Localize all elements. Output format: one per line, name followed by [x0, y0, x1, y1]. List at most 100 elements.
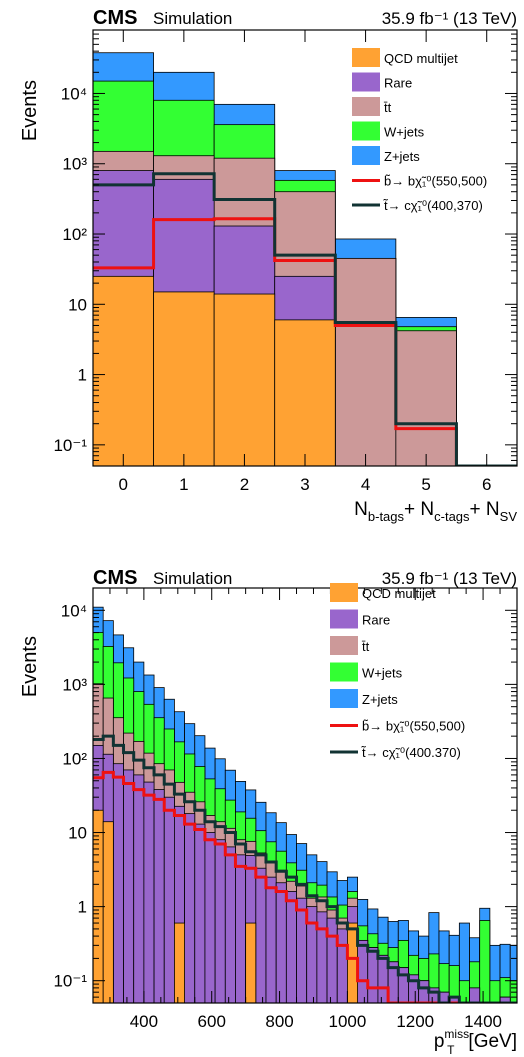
- bar-rare: [194, 823, 206, 1003]
- y-tick-label: 10²: [62, 749, 87, 768]
- bar-qcd: [213, 293, 276, 466]
- legend-label-ttbar: t̄t: [384, 100, 392, 115]
- bar-rare: [255, 867, 267, 1003]
- x-label-subscript: c-tags: [434, 509, 470, 524]
- bar-rare: [428, 987, 440, 1003]
- x-label-subscript: T: [447, 1043, 455, 1057]
- y-tick-label: 1: [78, 366, 87, 385]
- legend: QCD multijet Rare t̄t W+jets Z+jets b̃→ bχ̃₁⁰…: [352, 48, 487, 213]
- x-tick-label: 0: [119, 475, 128, 494]
- x-tick-label: 400: [130, 1012, 158, 1031]
- plot-area: [93, 52, 517, 466]
- bar-rare: [397, 967, 409, 1003]
- bar-rare: [357, 939, 369, 1003]
- chart-panel-2: 10⁻¹ 1 10 10² 10³ 10⁴ 400 600 800 1000 1200 1400 CMS…: [19, 567, 518, 1057]
- legend-label-stop: t̃→ cχ̃₁⁰(400.370): [361, 745, 461, 760]
- legend-swatch-zjets: [330, 689, 358, 708]
- x-label-main: p: [434, 1031, 445, 1052]
- x-label-subscript: b-tags: [368, 509, 405, 524]
- y-tick-label: 10⁻¹: [53, 972, 87, 991]
- bar-rare: [235, 854, 247, 1003]
- bar-qcd: [346, 922, 358, 1003]
- x-label-subscript: SV: [500, 509, 518, 524]
- legend-label-wjets: W+jets: [384, 125, 425, 140]
- y-tick-label: 10²: [62, 225, 87, 244]
- legend-item-wjets: W+jets: [352, 121, 425, 141]
- legend-label-sbottom: b̃→ bχ̃₁⁰(550,500): [384, 173, 487, 188]
- x-tick-label: 2: [240, 475, 249, 494]
- legend-item-rare: Rare: [352, 72, 412, 92]
- x-tick-label: 3: [300, 475, 309, 494]
- x-tick-label: 1: [179, 475, 188, 494]
- y-tick-label: 10: [68, 295, 87, 314]
- bar-rare: [326, 917, 338, 1003]
- x-axis-label: pmiss T [GeV]: [434, 1027, 517, 1057]
- cms-label: CMS: [93, 567, 137, 589]
- bar-qcd: [153, 291, 215, 466]
- cms-label: CMS: [93, 7, 137, 29]
- plot-frame: [92, 587, 518, 1004]
- legend-item-sbottom: b̃→ bχ̃₁⁰(550,500): [330, 718, 465, 734]
- legend-item-wjets: W+jets: [330, 662, 403, 682]
- bar-rare: [275, 882, 287, 1003]
- y-tick-label: 10³: [62, 675, 87, 694]
- legend-label-stop: t̃→ cχ̃₁⁰(400,370): [383, 198, 483, 213]
- bar-rare: [469, 987, 481, 1003]
- luminosity-label: 35.9 fb⁻¹ (13 TeV): [382, 569, 517, 588]
- x-label-part: N: [354, 499, 368, 520]
- legend-label-qcd: QCD multijet: [362, 586, 436, 601]
- bar-rare: [265, 876, 277, 1003]
- bar-rare: [143, 781, 155, 1003]
- legend-item-rare: Rare: [330, 609, 390, 629]
- x-axis-label: Nb-tags+ Nc-tags+ NSV: [354, 499, 517, 524]
- legend-item-stop: t̃→ cχ̃₁⁰(400.370): [330, 745, 461, 760]
- bar-rare: [123, 769, 135, 1003]
- bar-wjets: [479, 920, 491, 1003]
- y-tick-label: 10⁴: [61, 84, 87, 103]
- legend: QCD multijet Rare t̄t W+jets Z+jets b̃→ bχ̃₁⁰…: [330, 583, 465, 760]
- bar-rare: [133, 774, 145, 1003]
- x-tick-label: 5: [421, 475, 430, 494]
- legend-item-ttbar: t̄t: [330, 636, 370, 655]
- y-tick-label: 10⁻¹: [53, 436, 87, 455]
- legend-label-rare: Rare: [384, 76, 412, 91]
- bar-rare: [367, 947, 379, 1003]
- x-tick-label: 6: [482, 475, 491, 494]
- legend-item-ttbar: t̄t: [352, 97, 392, 116]
- bar-ttbar: [395, 330, 457, 466]
- bar-rare: [224, 846, 236, 1003]
- line-sbottom: [93, 217, 517, 466]
- legend-label-qcd: QCD multijet: [384, 51, 458, 66]
- legend-item-zjets: Z+jets: [352, 146, 420, 165]
- x-tick-label: 1000: [328, 1012, 366, 1031]
- x-tick-label: 800: [265, 1012, 293, 1031]
- legend-label-zjets: Z+jets: [362, 692, 398, 707]
- bar-qcd: [102, 821, 114, 1003]
- y-tick-label: 10³: [62, 155, 87, 174]
- y-axis-label: Events: [19, 80, 41, 141]
- line-stop: [93, 734, 517, 1003]
- bar-wjets: [489, 980, 501, 1003]
- bar-rare: [214, 839, 226, 1003]
- bar-rare: [306, 906, 318, 1003]
- y-axis-label: Events: [19, 636, 41, 697]
- legend-label-rare: Rare: [362, 613, 390, 628]
- legend-item-qcd: QCD multijet: [330, 583, 436, 602]
- bar-rare: [184, 813, 196, 1003]
- legend-item-zjets: Z+jets: [330, 689, 398, 708]
- bar-qcd: [174, 922, 185, 1003]
- bar-rare: [285, 891, 297, 1003]
- legend-swatch-zjets: [352, 146, 380, 165]
- legend-label-wjets: W+jets: [362, 666, 403, 681]
- bar-qcd: [93, 275, 154, 466]
- legend-swatch-wjets: [352, 121, 380, 141]
- chart-panel-1: 10⁻¹ 1 10 10² 10³ 10⁴ 0 1 2 3 4 5 6 CMS Simulation 35.9…: [19, 7, 518, 524]
- legend-item-sbottom: b̃→ bχ̃₁⁰(550,500): [352, 173, 487, 189]
- x-label-part: + N: [404, 499, 434, 520]
- bar-qcd: [245, 922, 257, 1003]
- bar-rare: [377, 954, 389, 1003]
- bar-rare: [112, 763, 124, 1003]
- bar-rare: [336, 928, 348, 1003]
- x-tick-label: 600: [198, 1012, 226, 1031]
- bar-rare: [296, 897, 308, 1003]
